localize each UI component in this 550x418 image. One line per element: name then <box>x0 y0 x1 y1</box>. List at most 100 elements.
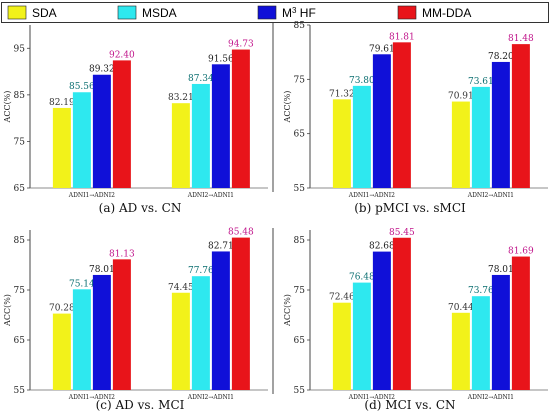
bar <box>352 282 371 390</box>
bar-value-label: 82.68 <box>369 242 395 252</box>
bar-value-label: 74.45 <box>168 283 194 293</box>
bar-value-label: 81.48 <box>508 34 534 44</box>
y-axis-label: ACC(%) <box>3 294 12 327</box>
bar-value-label: 73.61 <box>468 77 494 87</box>
bar-value-label: 78.20 <box>488 52 514 62</box>
legend-swatch <box>397 5 417 20</box>
panel-caption: (d) MCI vs. CN <box>364 398 455 412</box>
y-tick-label: 65 <box>294 130 306 140</box>
x-category-label: ADNI2→ADNI1 <box>467 192 514 199</box>
bar <box>191 276 210 390</box>
bar <box>352 85 371 188</box>
legend-swatch <box>117 5 137 20</box>
bar-value-label: 89.32 <box>89 65 115 75</box>
y-tick-label: 85 <box>294 21 306 31</box>
x-category-label: ADNI1→ADNI2 <box>348 192 395 199</box>
x-category-label: ADNI2→ADNI1 <box>187 394 234 401</box>
legend-swatch <box>7 5 27 20</box>
legend-label: MM-DDA <box>422 6 471 20</box>
bar-value-label: 70.91 <box>448 92 474 102</box>
chart-panels: 65 75 85 95 ACC(%) 82.19 85.56 89.32 92.40 ADNI1→… <box>3 21 548 412</box>
panel-caption: (c) AD vs. MCI <box>96 398 185 412</box>
bar-value-label: 82.71 <box>208 241 234 251</box>
bar-value-label: 79.61 <box>369 44 395 54</box>
panel-caption: (a) AD vs. CN <box>99 201 182 215</box>
bar-value-label: 73.80 <box>349 76 375 86</box>
y-tick-label: 55 <box>294 184 306 194</box>
y-tick-label: 85 <box>14 91 26 101</box>
bar <box>191 83 210 188</box>
y-tick-label: 55 <box>14 386 26 396</box>
bar <box>471 296 490 390</box>
y-tick-label: 85 <box>294 236 306 246</box>
bar-value-label: 85.56 <box>69 82 95 92</box>
bar-value-label: 87.34 <box>188 74 214 84</box>
bar <box>92 74 111 188</box>
bar-value-label: 81.13 <box>109 249 135 259</box>
y-axis-label: ACC(%) <box>3 91 12 124</box>
bar <box>372 251 391 390</box>
y-tick-label: 65 <box>14 184 26 194</box>
bar <box>52 313 71 390</box>
bar-value-label: 81.69 <box>508 247 534 257</box>
y-tick-label: 75 <box>294 286 306 296</box>
bar <box>491 274 510 390</box>
bar <box>72 92 91 188</box>
bar <box>451 101 470 188</box>
y-axis-label: ACC(%) <box>283 294 292 327</box>
bar <box>392 237 411 390</box>
x-category-label: ADNI2→ADNI1 <box>187 192 234 199</box>
y-tick-label: 75 <box>14 286 26 296</box>
bar-value-label: 82.19 <box>49 98 75 108</box>
bar <box>372 54 391 188</box>
y-tick-label: 95 <box>14 44 26 54</box>
bar-value-label: 73.76 <box>468 286 494 296</box>
panel-caption: (b) pMCI vs. sMCI <box>354 201 466 215</box>
bar-value-label: 78.01 <box>488 265 514 275</box>
bar-value-label: 85.48 <box>228 228 254 238</box>
y-tick-label: 65 <box>14 336 26 346</box>
chart-panel: 55 65 75 85 ACC(%) 71.32 73.80 79.61 81.81 ADNI1→… <box>283 21 548 215</box>
bar-value-label: 85.45 <box>389 228 415 238</box>
bar-value-label: 70.44 <box>448 303 474 313</box>
bar <box>491 61 510 188</box>
bar <box>471 86 490 188</box>
bar <box>511 44 530 188</box>
bar <box>211 64 230 188</box>
bar <box>112 60 131 188</box>
y-tick-label: 55 <box>294 386 306 396</box>
bar-value-label: 91.56 <box>208 54 234 64</box>
legend: SDA MSDA M3 HF MM-DDA <box>1 2 549 23</box>
chart-panel: 65 75 85 95 ACC(%) 82.19 85.56 89.32 92.40 ADNI1→… <box>3 23 274 215</box>
bar-value-label: 77.76 <box>188 266 214 276</box>
bar-value-label: 75.14 <box>69 279 95 289</box>
x-category-label: ADNI1→ADNI2 <box>348 394 395 401</box>
legend-label: MSDA <box>142 6 177 20</box>
bar-value-label: 83.21 <box>168 93 194 103</box>
y-tick-label: 85 <box>14 236 26 246</box>
y-tick-label: 75 <box>294 75 306 85</box>
bar <box>72 289 91 390</box>
y-tick-label: 65 <box>294 336 306 346</box>
bar <box>231 49 250 188</box>
bar-value-label: 92.40 <box>109 50 135 60</box>
bar <box>211 251 230 390</box>
bar-value-label: 71.32 <box>329 89 355 99</box>
chart-panel: 55 65 75 85 ACC(%) 70.28 75.14 78.01 81.13 ADNI1→… <box>3 228 274 412</box>
bar <box>332 302 351 390</box>
x-category-label: ADNI1→ADNI2 <box>68 192 115 199</box>
bar <box>511 256 530 390</box>
legend-label: M3 HF <box>282 6 316 21</box>
bar-value-label: 81.81 <box>389 32 415 42</box>
x-category-label: ADNI2→ADNI1 <box>467 394 514 401</box>
bar <box>52 107 71 188</box>
bar <box>92 274 111 390</box>
legend-label: SDA <box>32 6 57 20</box>
bar <box>171 103 190 188</box>
x-category-label: ADNI1→ADNI2 <box>68 394 115 401</box>
bar <box>112 259 131 390</box>
bar-value-label: 72.46 <box>329 293 355 303</box>
bar <box>171 292 190 390</box>
bar <box>451 312 470 390</box>
